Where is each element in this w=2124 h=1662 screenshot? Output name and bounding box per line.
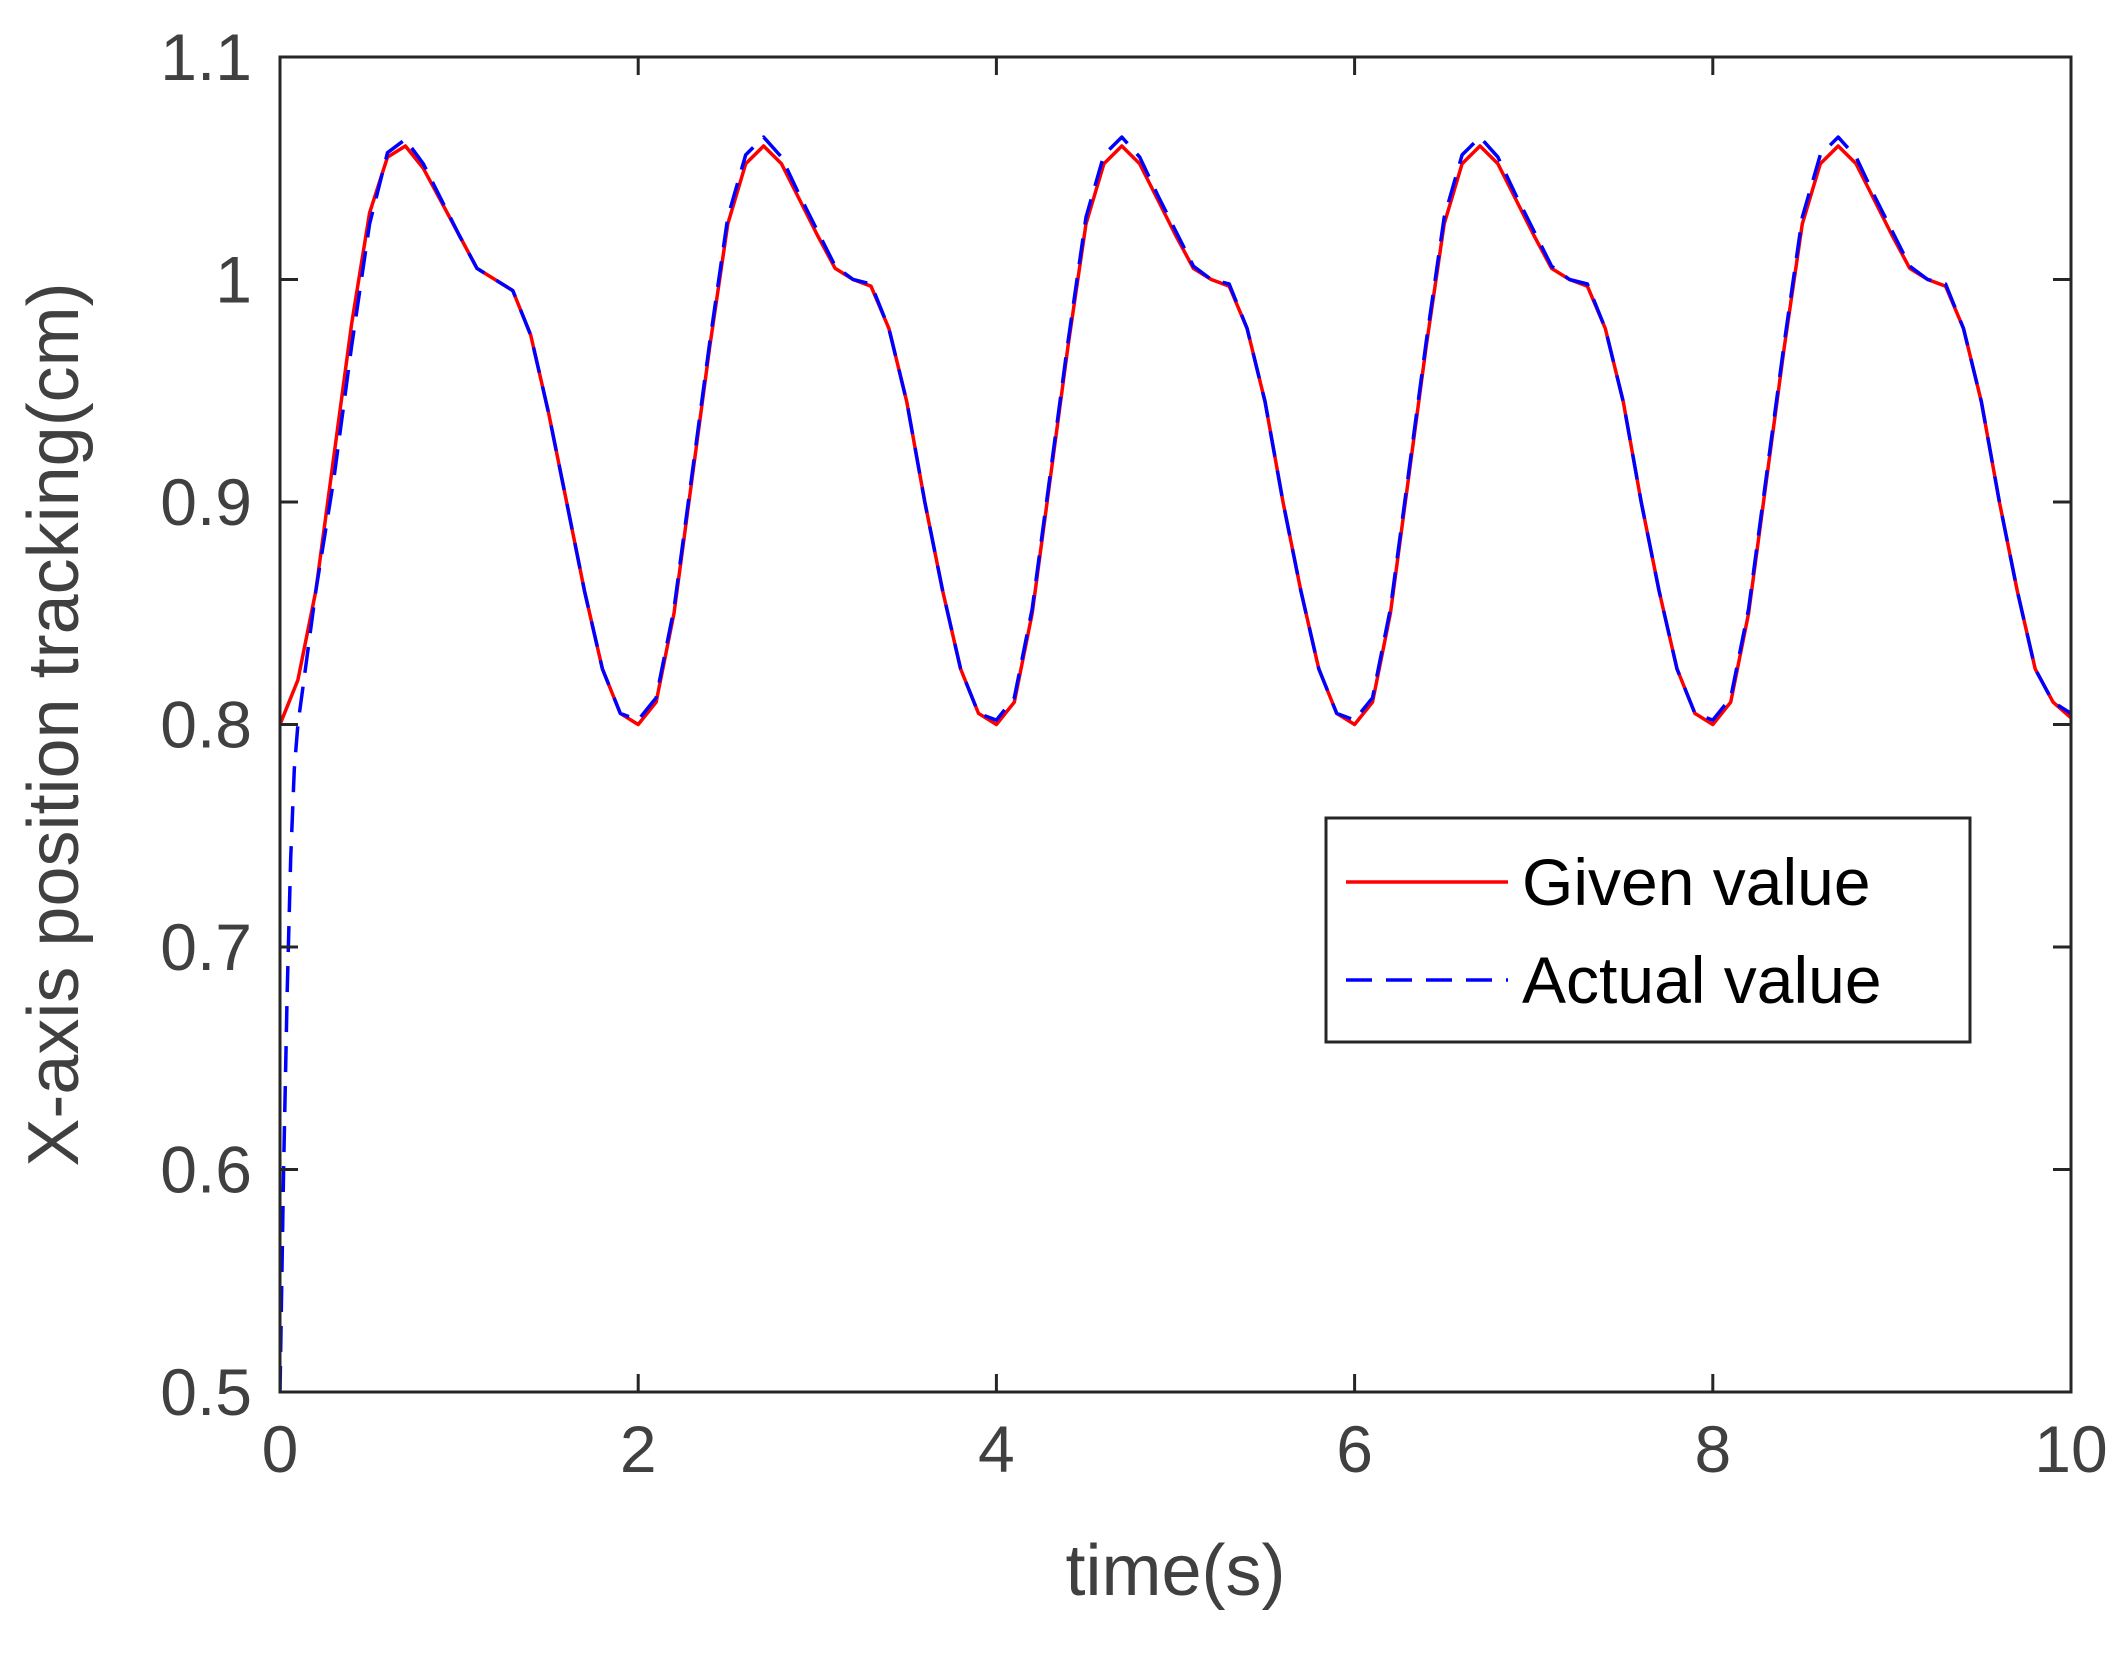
x-tick-label: 8 (1694, 1412, 1731, 1486)
y-tick-label: 0.7 (160, 910, 252, 984)
legend-label-given-value: Given value (1522, 845, 1871, 919)
legend-label-actual-value: Actual value (1522, 943, 1882, 1017)
y-tick-label: 0.8 (160, 688, 252, 762)
y-tick-label: 0.9 (160, 465, 252, 539)
x-tick-label: 2 (620, 1412, 657, 1486)
series-layer (280, 135, 2071, 1392)
y-tick-label: 1 (215, 243, 252, 317)
x-tick-label: 4 (978, 1412, 1015, 1486)
series-line-actual-value (280, 135, 2071, 1392)
tick-layer: 0 2 4 6 8 10 0.5 0.6 0.7 0.8 0.9 1 1.1 (160, 20, 2107, 1486)
legend: Given value Actual value (1324, 816, 1972, 1044)
x-tick-label: 6 (1336, 1412, 1373, 1486)
series-group (280, 135, 2071, 1392)
y-tick-label: 0.5 (160, 1355, 252, 1429)
y-tick-label: 0.6 (160, 1133, 252, 1207)
legend-box (1324, 816, 1972, 1044)
x-tick-label: 10 (2034, 1412, 2107, 1486)
y-axis-label: X-axis position tracking(cm) (14, 282, 94, 1166)
x-axis-label: time(s) (1066, 1531, 1286, 1611)
y-tick-label: 1.1 (160, 20, 252, 94)
x-tick-label: 0 (262, 1412, 299, 1486)
